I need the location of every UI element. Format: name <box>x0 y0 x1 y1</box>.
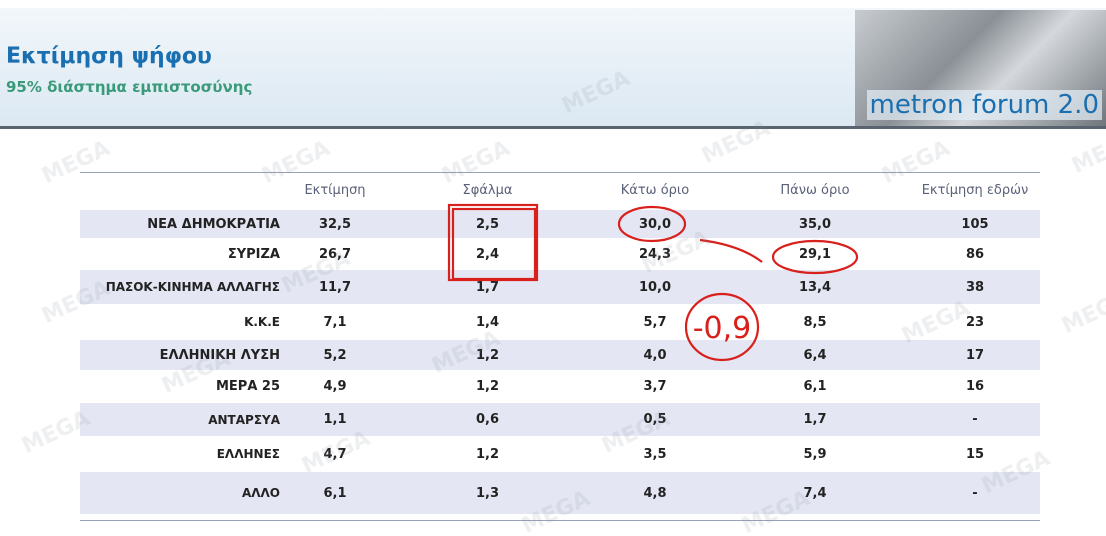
hand-circle <box>619 207 685 241</box>
screen: Εκτίμηση ψήφου 95% διάστημα εμπιστοσύνης… <box>0 0 1106 536</box>
hand-box <box>453 209 535 279</box>
hand-line <box>700 240 762 262</box>
hand-box <box>449 205 537 280</box>
hand-note: -0,9 <box>693 311 752 346</box>
annotations: -0,9 <box>0 0 1106 536</box>
hand-circle <box>773 241 857 273</box>
